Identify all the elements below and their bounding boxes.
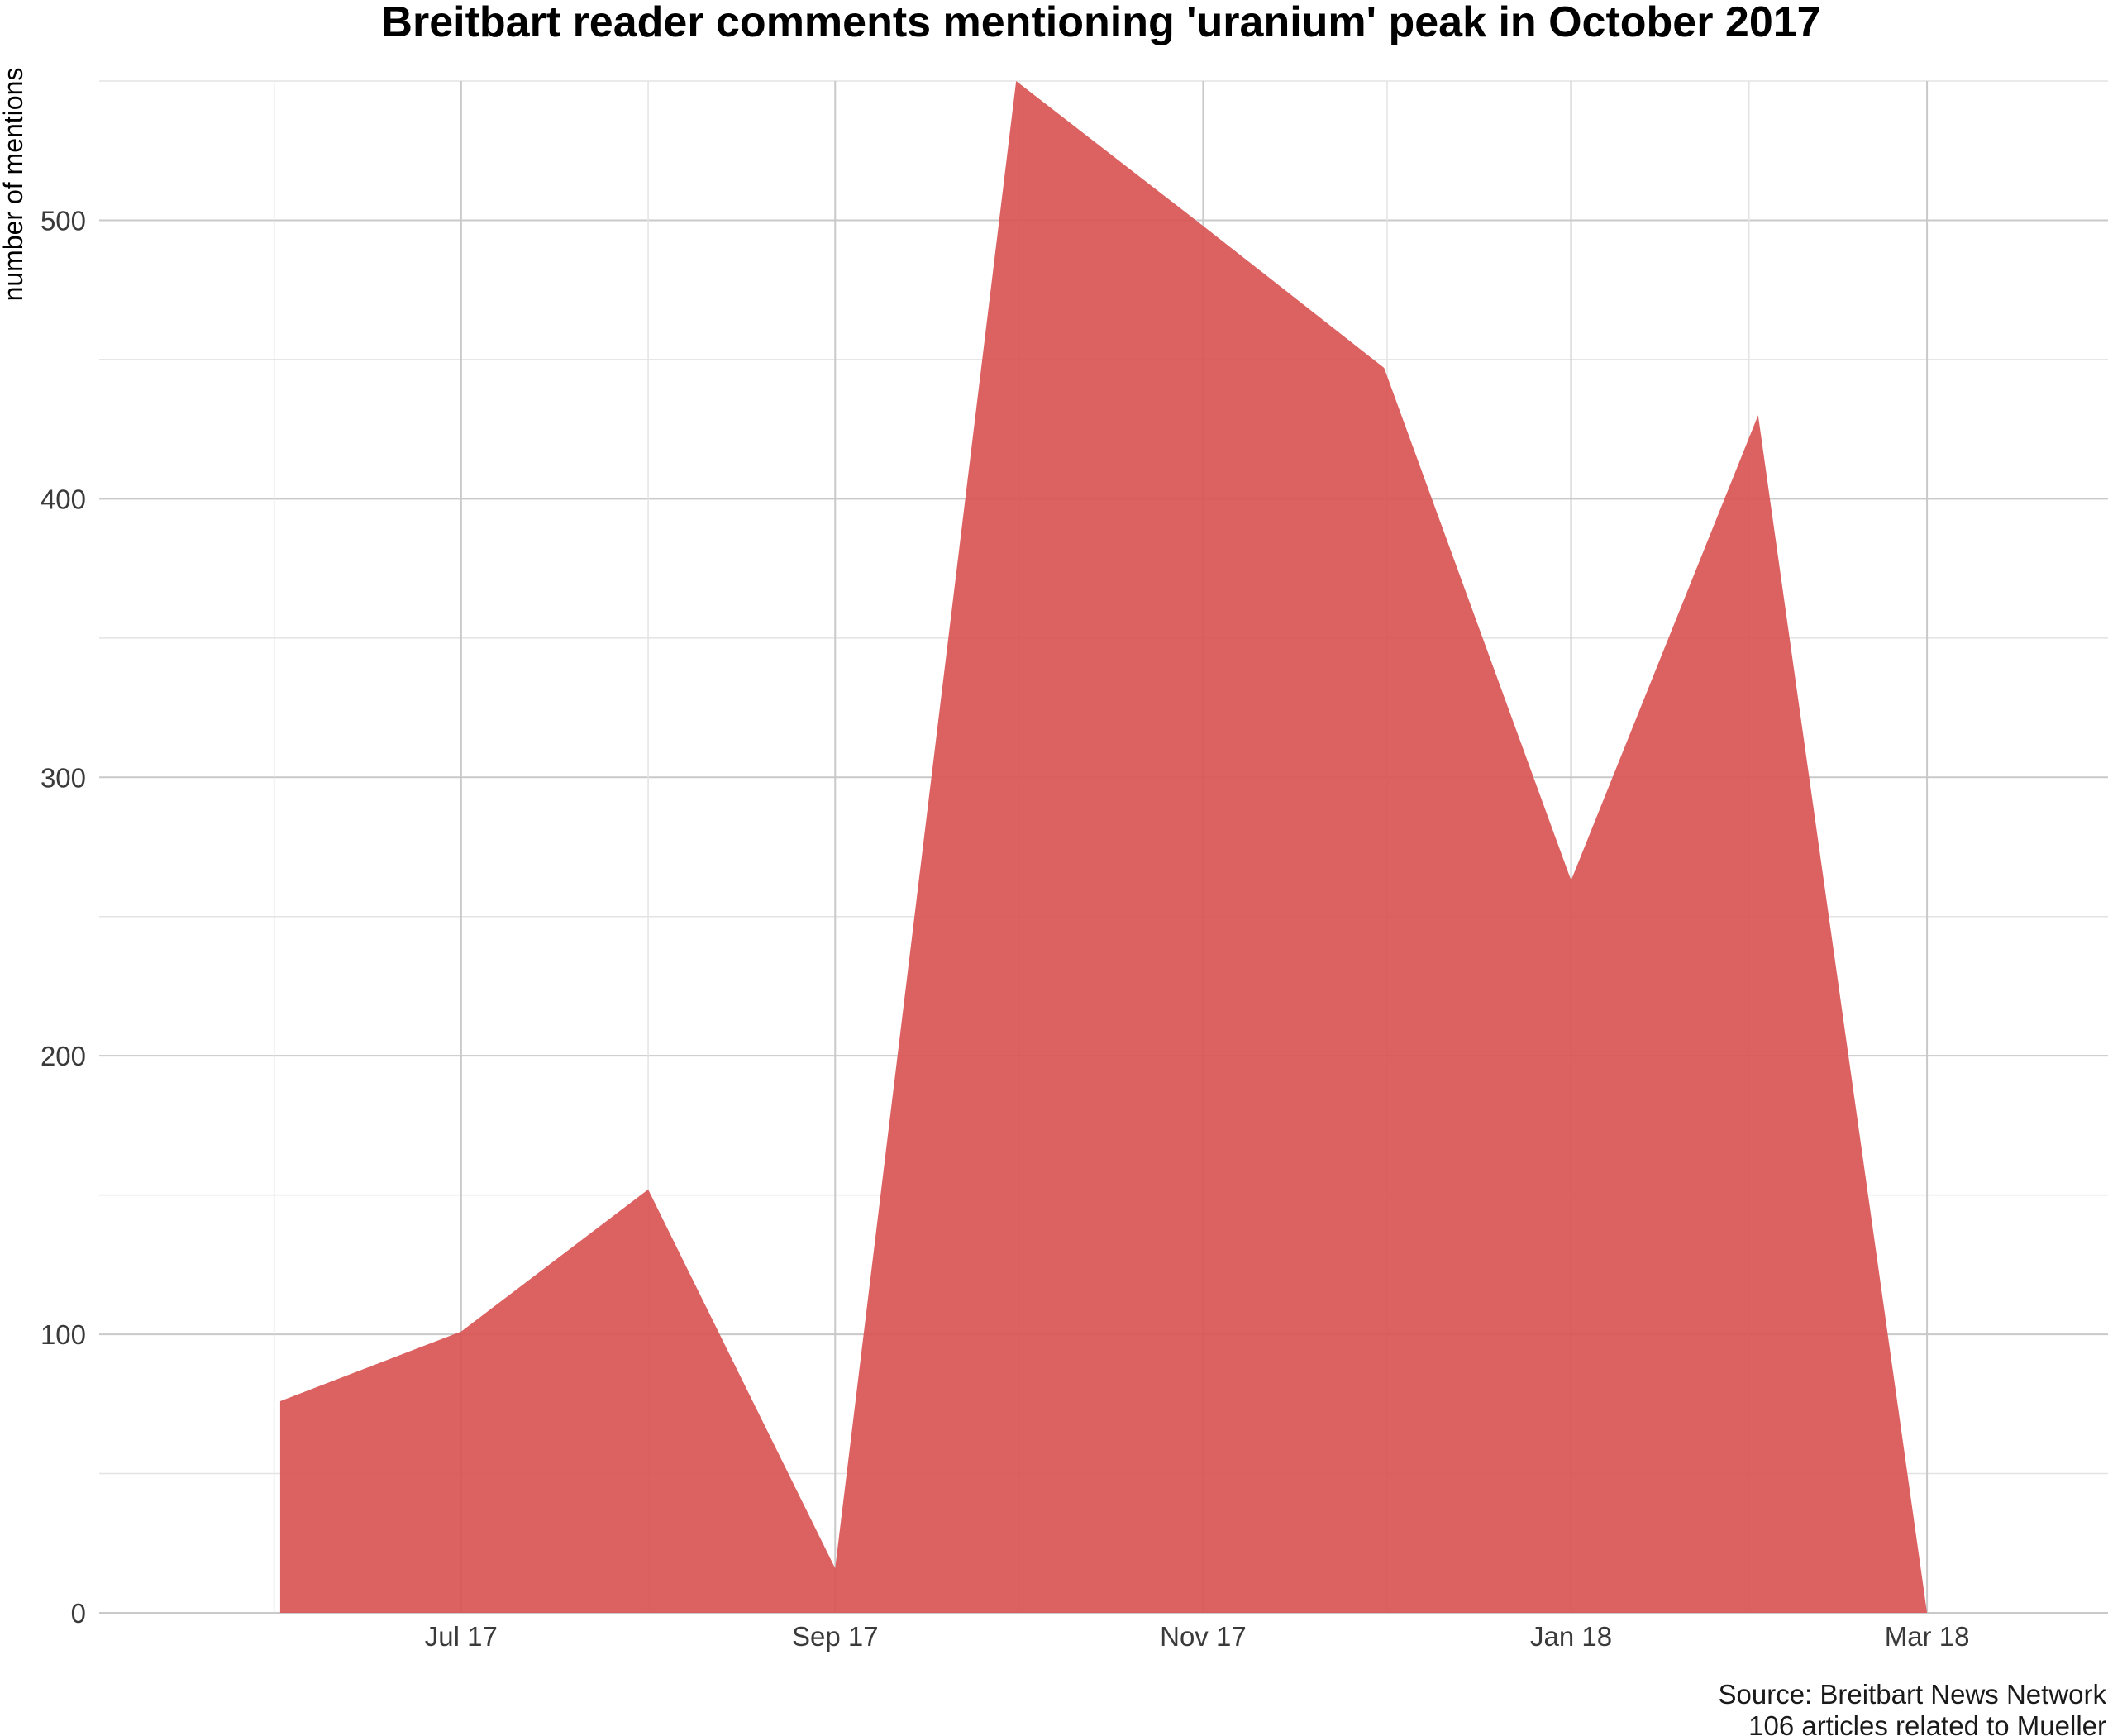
area-series	[279, 80, 1928, 1614]
x-tick-label: Jul 17	[425, 1621, 498, 1652]
caption-articles: 106 articles related to Mueller	[1748, 1710, 2106, 1736]
data-point	[1015, 80, 1017, 82]
y-tick-label: 200	[41, 1041, 86, 1071]
x-tick-label: Sep 17	[792, 1621, 879, 1652]
chart-title: Breitbart reader comments mentioning 'ur…	[381, 0, 1820, 46]
y-tick-label: 100	[41, 1319, 86, 1350]
y-tick-label: 300	[41, 762, 86, 793]
data-point	[647, 1189, 649, 1190]
x-tick-label: Mar 18	[1885, 1621, 1970, 1652]
x-tick-label: Jan 18	[1530, 1621, 1612, 1652]
x-tick-labels: Jul 17 Sep 17 Nov 17 Jan 18 Mar 18	[425, 1621, 1970, 1652]
y-tick-label: 0	[71, 1598, 86, 1629]
data-point	[1383, 367, 1385, 369]
y-tick-label: 400	[41, 484, 86, 514]
y-tick-label: 500	[41, 205, 86, 236]
y-tick-labels: 0 100 200 300 400 500	[41, 205, 86, 1629]
data-point	[279, 1400, 281, 1402]
data-point	[460, 1331, 462, 1333]
data-point	[1926, 1612, 1928, 1614]
x-tick-label: Nov 17	[1160, 1621, 1247, 1652]
caption-source: Source: Breitbart News Network	[1719, 1679, 2107, 1710]
data-point	[1757, 414, 1759, 416]
area-fill	[279, 81, 1928, 1613]
data-point	[1571, 880, 1572, 881]
data-point	[1202, 225, 1204, 227]
y-axis-label: number of mentions	[0, 68, 28, 302]
data-point	[834, 1567, 836, 1569]
